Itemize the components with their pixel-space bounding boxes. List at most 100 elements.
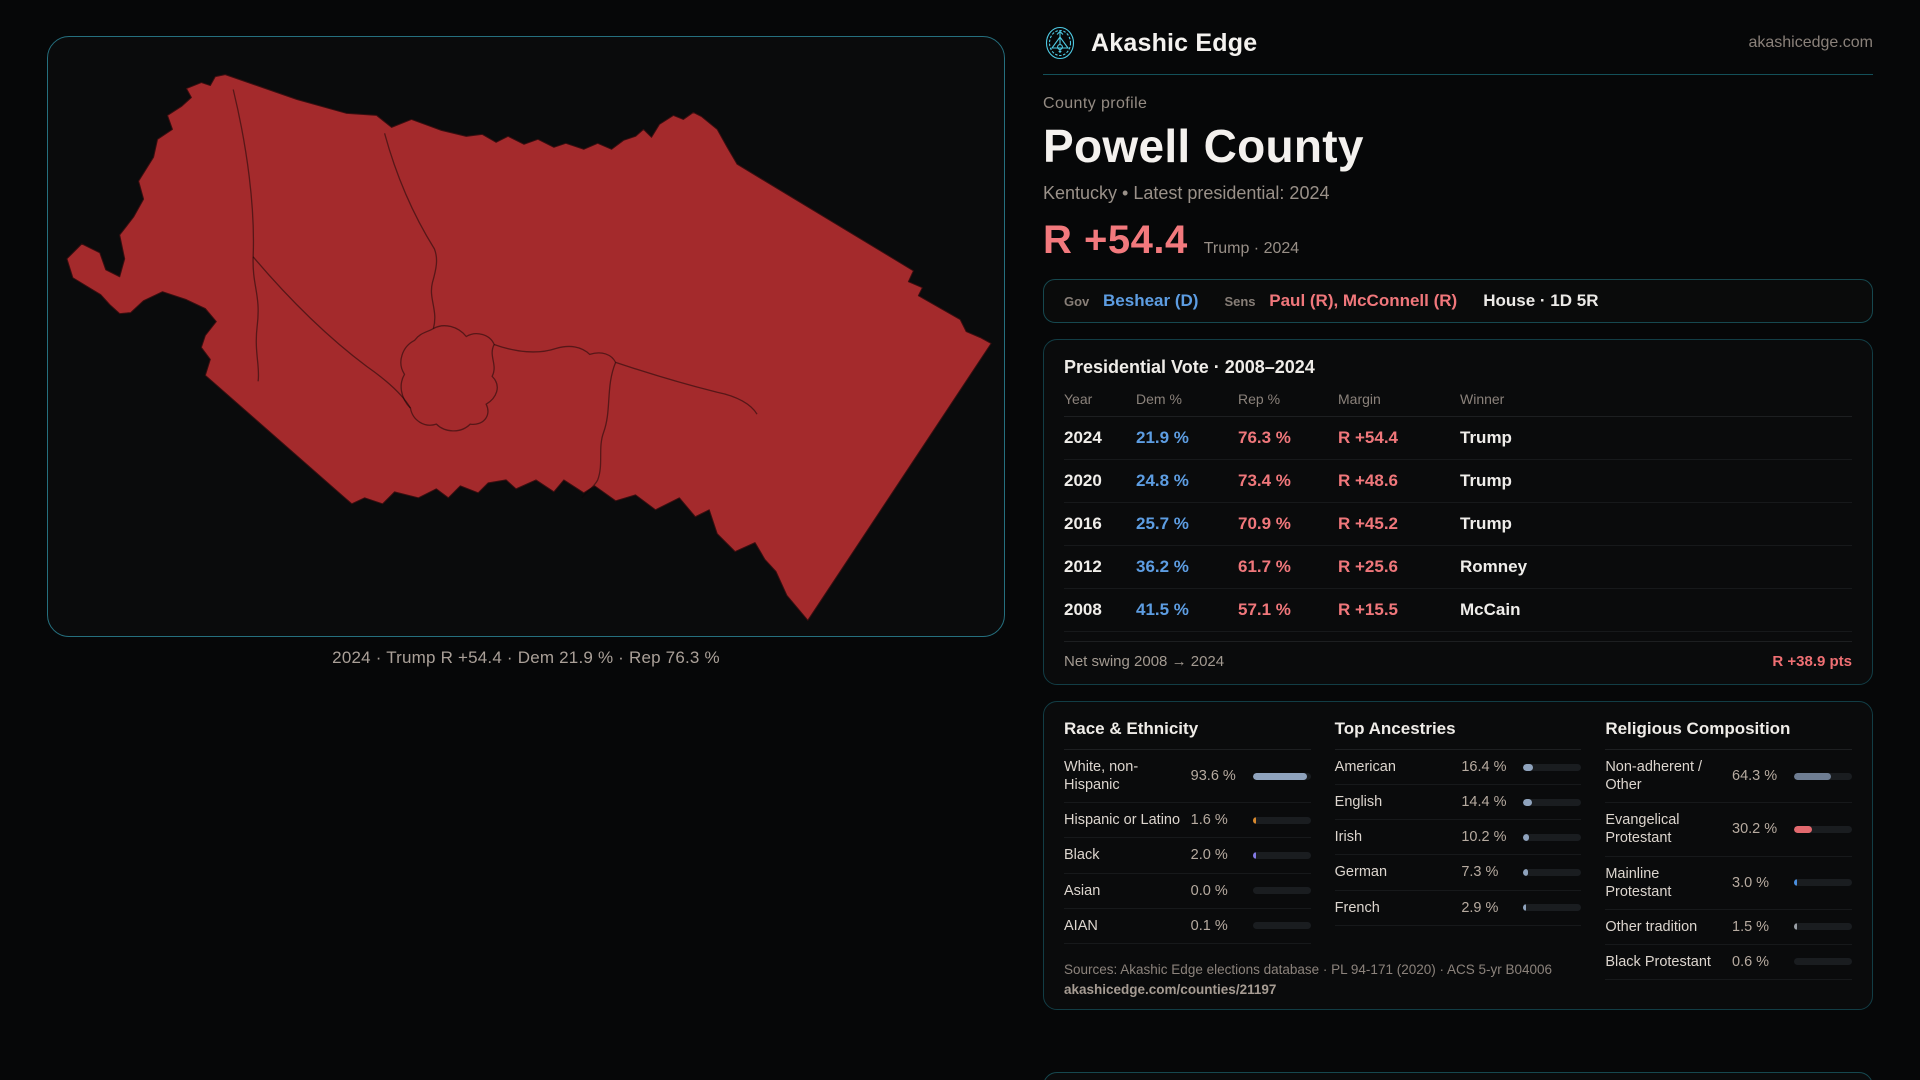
vote-table-title: Presidential Vote · 2008–2024 xyxy=(1064,357,1315,377)
demo-bar-track xyxy=(1252,887,1311,895)
demo-row: Black 2.0 % xyxy=(1064,838,1311,874)
demo-bar-track xyxy=(1794,958,1852,966)
house-value: House · 1D 5R xyxy=(1483,291,1599,310)
demo-bar-track xyxy=(1252,772,1311,780)
vote-cell: R +54.4 xyxy=(1338,428,1399,447)
demo-bar-track xyxy=(1794,825,1852,833)
net-swing-label: Net swing 2008 → 2024 xyxy=(1064,653,1225,670)
race-ethnicity-title: Race & Ethnicity xyxy=(1064,719,1311,750)
county-boundaries xyxy=(232,89,758,499)
demo-label: Irish xyxy=(1334,829,1363,846)
demo-label: Non-adherent / Other xyxy=(1605,759,1703,794)
demo-bar-track xyxy=(1523,763,1582,771)
demo-label: White, non-Hispanic xyxy=(1064,759,1139,794)
vote-cell: R +45.2 xyxy=(1338,514,1399,533)
vote-cell: R +48.6 xyxy=(1338,471,1399,490)
brand-domain-link[interactable]: akashicedge.com xyxy=(1748,34,1873,51)
demo-label: Black Protestant xyxy=(1605,953,1711,970)
demo-value: 2.0 % xyxy=(1190,847,1228,864)
vote-cell: McCain xyxy=(1460,600,1521,619)
top-ancestries-title: Top Ancestries xyxy=(1334,719,1582,750)
demo-row: Mainline Protestant 3.0 % xyxy=(1605,857,1852,910)
demo-bar-track xyxy=(1252,922,1311,930)
vote-cell: 61.7 % xyxy=(1238,557,1291,576)
demo-bar-fill xyxy=(1252,816,1256,824)
demo-bar-fill xyxy=(1794,879,1797,887)
senators-value: Paul (R), McConnell (R) xyxy=(1269,291,1458,310)
vote-cell: 76.3 % xyxy=(1238,428,1291,447)
presidential-vote-panel: Presidential Vote · 2008–2024 Year Dem % R… xyxy=(1043,339,1873,685)
demo-value: 14.4 % xyxy=(1461,794,1507,811)
officials-bar: Gov Beshear (D) Sens Paul (R), McConnell… xyxy=(1043,279,1873,323)
vote-cell: 2016 xyxy=(1064,514,1102,533)
top-ancestries-list: American 16.4 % English 14.4 % Irish 10.2 % Ge… xyxy=(1334,750,1582,926)
religious-composition-list: Non-adherent / Other 64.3 % Evangelical Pr… xyxy=(1605,750,1852,980)
vote-cell: 73.4 % xyxy=(1238,471,1291,490)
demo-bar-fill xyxy=(1523,833,1530,841)
akashic-emblem-icon xyxy=(1045,26,1075,60)
county-map-panel xyxy=(47,36,1005,637)
vote-cell: Trump xyxy=(1460,428,1512,447)
page-subtitle: Kentucky • Latest presidential: 2024 xyxy=(1043,183,1330,203)
header: Akashic Edge akashicedge.com xyxy=(1043,26,1873,75)
vote-column-header: Rep % xyxy=(1238,391,1281,407)
demo-label: Other tradition xyxy=(1605,918,1698,935)
religious-composition-title: Religious Composition xyxy=(1605,719,1852,750)
demo-bar-track xyxy=(1523,868,1582,876)
map-caption: 2024 · Trump R +54.4 · Dem 21.9 % · Rep … xyxy=(332,648,720,667)
demo-label: Black xyxy=(1064,847,1100,864)
county-url-link[interactable]: akashicedge.com/counties/21197 xyxy=(1064,981,1277,997)
vote-cell: 24.8 % xyxy=(1136,471,1189,490)
governor-label: Gov xyxy=(1064,294,1090,309)
net-swing-value: R +38.9 pts xyxy=(1772,653,1852,670)
demographics-panel: Race & Ethnicity White, non-Hispanic 93.6… xyxy=(1043,701,1873,1010)
demo-value: 64.3 % xyxy=(1732,768,1778,785)
demo-row: Other tradition 1.5 % xyxy=(1605,910,1852,945)
eyebrow-label: County profile xyxy=(1043,95,1148,112)
vote-cell: 2020 xyxy=(1064,471,1102,490)
county-map xyxy=(66,74,992,621)
demo-bar-fill xyxy=(1794,923,1797,931)
demo-bar-fill xyxy=(1523,868,1528,876)
demo-bar-fill xyxy=(1252,772,1307,780)
demo-value: 0.1 % xyxy=(1190,917,1228,934)
vote-column-header: Winner xyxy=(1460,391,1505,407)
demo-row: English 14.4 % xyxy=(1334,785,1582,821)
demo-label: Hispanic or Latino xyxy=(1064,812,1181,829)
vote-table-body: 2024 21.9 % 76.3 % R +54.4 Trump 2020 24.8 % 73… xyxy=(1064,417,1852,632)
page-title: Powell County xyxy=(1043,120,1364,172)
margin-headline: R +54.4 Trump · 2024 xyxy=(1043,218,1873,263)
top-ancestries-section: Top Ancestries American 16.4 % English 14.4… xyxy=(1334,719,1582,944)
demo-row: Evangelical Protestant 30.2 % xyxy=(1605,803,1852,857)
demo-value: 7.3 % xyxy=(1461,864,1499,881)
demo-row: AIAN 0.1 % xyxy=(1064,909,1311,944)
demo-value: 1.6 % xyxy=(1190,812,1228,829)
demo-value: 16.4 % xyxy=(1461,759,1507,776)
vote-table-header: Year Dem % Rep % Margin Winner xyxy=(1064,391,1852,417)
demo-value: 30.2 % xyxy=(1732,821,1778,838)
vote-cell: 41.5 % xyxy=(1136,600,1189,619)
demo-label: Mainline Protestant xyxy=(1605,865,1672,900)
demo-bar-fill xyxy=(1794,772,1832,780)
demo-row: American 16.4 % xyxy=(1334,750,1582,786)
net-swing-row: Net swing 2008 → 2024 R +38.9 pts xyxy=(1064,641,1852,670)
vote-column-header: Dem % xyxy=(1136,391,1182,407)
margin-note: Trump · 2024 xyxy=(1203,240,1300,257)
demo-label: English xyxy=(1334,794,1383,811)
race-ethnicity-list: White, non-Hispanic 93.6 % Hispanic or Lat… xyxy=(1064,750,1311,944)
demo-label: Evangelical Protestant xyxy=(1605,812,1680,847)
demo-bar-track xyxy=(1794,923,1852,931)
sources-block: Sources: Akashic Edge elections database… xyxy=(1064,954,1581,997)
demo-label: American xyxy=(1334,759,1396,775)
demo-bar-fill xyxy=(1523,763,1533,771)
demo-bar-fill xyxy=(1523,798,1532,806)
vote-table-row: 2008 41.5 % 57.1 % R +15.5 McCain xyxy=(1064,589,1852,632)
race-ethnicity-section: Race & Ethnicity White, non-Hispanic 93.6… xyxy=(1064,719,1311,944)
demo-value: 1.5 % xyxy=(1732,918,1770,935)
vote-cell: Trump xyxy=(1460,471,1512,490)
vote-cell: 21.9 % xyxy=(1136,428,1189,447)
vote-cell: R +25.6 xyxy=(1338,557,1399,576)
vote-cell: 2024 xyxy=(1064,428,1102,447)
vote-cell: 2012 xyxy=(1064,557,1102,576)
demo-bar-track xyxy=(1794,879,1852,887)
